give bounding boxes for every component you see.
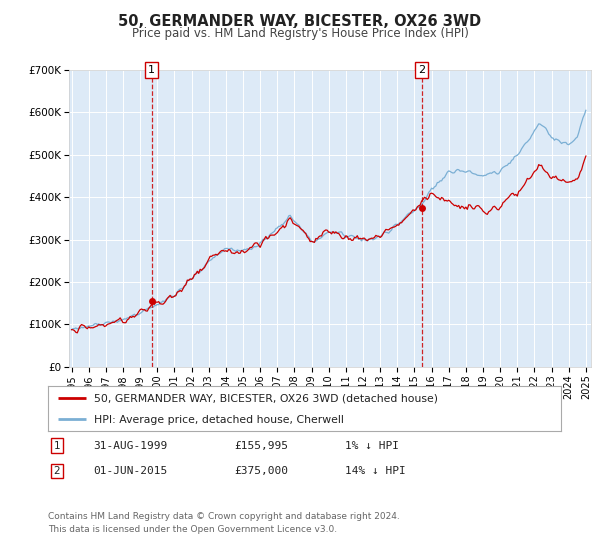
Text: £375,000: £375,000: [234, 466, 288, 477]
Text: HPI: Average price, detached house, Cherwell: HPI: Average price, detached house, Cher…: [94, 414, 344, 424]
Text: 1: 1: [53, 441, 61, 451]
Text: 2: 2: [53, 466, 61, 476]
Text: 2: 2: [418, 65, 425, 75]
Text: 1% ↓ HPI: 1% ↓ HPI: [345, 441, 399, 451]
Text: Price paid vs. HM Land Registry's House Price Index (HPI): Price paid vs. HM Land Registry's House …: [131, 27, 469, 40]
Text: 31-AUG-1999: 31-AUG-1999: [93, 441, 167, 451]
Text: 01-JUN-2015: 01-JUN-2015: [93, 466, 167, 477]
Text: 50, GERMANDER WAY, BICESTER, OX26 3WD: 50, GERMANDER WAY, BICESTER, OX26 3WD: [118, 14, 482, 29]
Text: 50, GERMANDER WAY, BICESTER, OX26 3WD (detached house): 50, GERMANDER WAY, BICESTER, OX26 3WD (d…: [94, 394, 438, 404]
Text: Contains HM Land Registry data © Crown copyright and database right 2024.: Contains HM Land Registry data © Crown c…: [48, 512, 400, 521]
Text: 14% ↓ HPI: 14% ↓ HPI: [345, 466, 406, 477]
Text: £155,995: £155,995: [234, 441, 288, 451]
Text: This data is licensed under the Open Government Licence v3.0.: This data is licensed under the Open Gov…: [48, 525, 337, 534]
Text: 1: 1: [148, 65, 155, 75]
